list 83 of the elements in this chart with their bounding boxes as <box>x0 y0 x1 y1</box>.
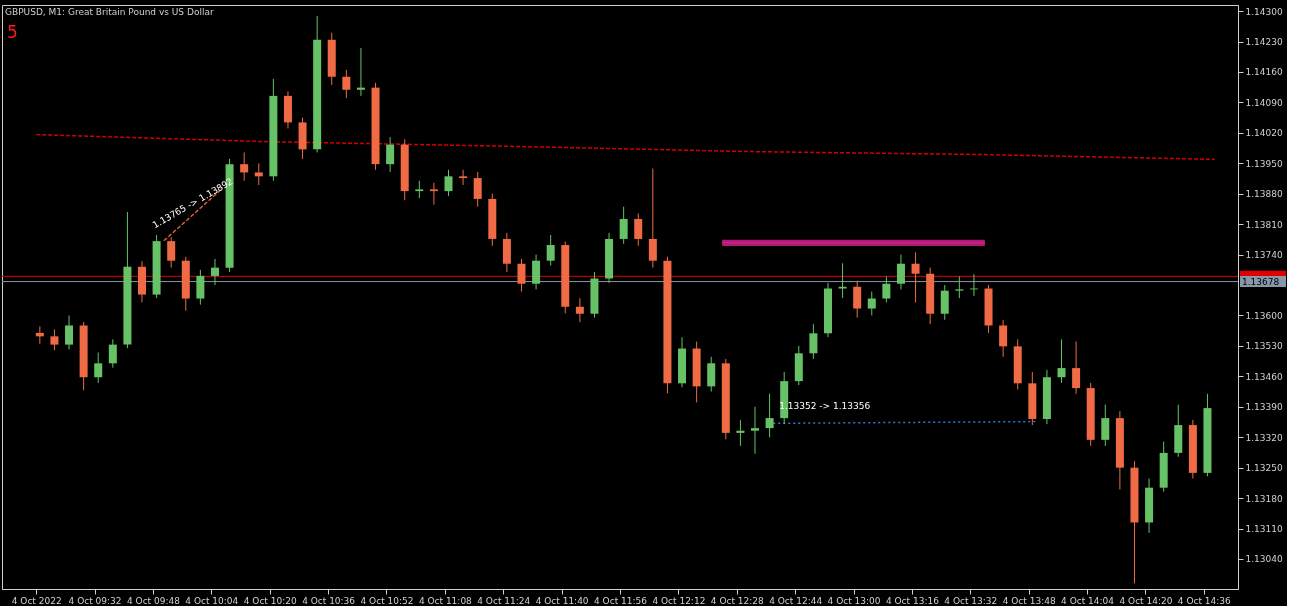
x-tick-label: 4 Oct 10:36 <box>302 595 356 606</box>
candlestick <box>50 328 59 351</box>
candlestick <box>108 338 117 369</box>
x-tick-label: 4 Oct 13:00 <box>827 595 881 606</box>
candlestick <box>999 319 1008 358</box>
candlestick <box>459 169 468 186</box>
candlestick <box>765 393 774 438</box>
x-tick-label: 4 Oct 12:12 <box>652 595 706 606</box>
x-tick-label: 4 Oct 09:32 <box>68 595 122 606</box>
candlestick <box>619 206 628 245</box>
candlestick <box>210 258 219 286</box>
y-tick-label: 1.14300 <box>1245 6 1283 17</box>
line-series <box>35 133 1216 161</box>
y-tick-label: 1.13880 <box>1245 189 1283 200</box>
candlestick <box>896 254 905 290</box>
y-tick-label: 1.13180 <box>1245 493 1283 504</box>
candlestick <box>911 251 920 303</box>
candlestick <box>1101 404 1110 447</box>
candlestick <box>342 69 351 99</box>
x-tick-label: 4 Oct 10:52 <box>360 595 414 606</box>
candlestick <box>707 356 716 393</box>
y-tick-label: 1.13530 <box>1245 341 1283 352</box>
candlestick <box>444 169 453 197</box>
ref-line-label: 1.13678 <box>1242 276 1280 287</box>
x-tick-label: 4 Oct 09:48 <box>126 595 181 606</box>
x-tick-label: 4 Oct 11:56 <box>594 595 648 606</box>
candlestick <box>532 254 541 290</box>
y-tick-label: 1.13740 <box>1245 250 1283 261</box>
x-tick-label: 4 Oct 13:48 <box>1002 595 1056 606</box>
candlestick <box>853 280 862 319</box>
x-tick-label: 4 Oct 13:16 <box>885 595 940 606</box>
candlestick <box>429 182 438 206</box>
y-tick-label: 1.14090 <box>1245 97 1283 108</box>
candlestick <box>940 284 949 321</box>
y-tick-label: 1.13110 <box>1245 524 1283 535</box>
x-tick-label: 4 Oct 11:40 <box>535 595 589 606</box>
candlestick <box>1072 341 1081 395</box>
y-tick-label: 1.13460 <box>1245 371 1283 382</box>
candlestick <box>751 406 760 455</box>
y-tick-label: 1.13600 <box>1245 310 1283 321</box>
annotation: 5 <box>7 22 18 42</box>
y-tick-label: 1.14160 <box>1245 67 1283 78</box>
y-tick-label: 1.13950 <box>1245 158 1283 169</box>
y-tick-label: 1.13250 <box>1245 463 1283 474</box>
candlestick <box>356 47 365 97</box>
candlestick <box>517 258 526 293</box>
y-tick-label: 1.14230 <box>1245 37 1283 48</box>
x-tick-label: 4 Oct 10:20 <box>243 595 297 606</box>
x-tick-label: 4 Oct 14:20 <box>1119 595 1173 606</box>
y-tick-label: 1.13810 <box>1245 219 1283 230</box>
candlestick <box>809 323 818 360</box>
x-tick-label: 4 Oct 14:36 <box>1177 595 1232 606</box>
x-tick-label: 4 Oct 14:04 <box>1061 595 1115 606</box>
x-tick-label: 4 Oct 13:32 <box>944 595 998 606</box>
x-tick-label: 4 Oct 12:28 <box>710 595 764 606</box>
chart-title: GBPUSD, M1: Great Britain Pound vs US Dollar <box>5 7 214 17</box>
candlestick <box>867 291 876 316</box>
candlestick <box>473 171 482 208</box>
candlestick <box>838 262 847 299</box>
y-tick-label: 1.14020 <box>1245 128 1283 139</box>
candlestick <box>65 314 74 350</box>
candlestick <box>882 275 891 303</box>
candlestick <box>546 234 555 266</box>
candlestick <box>634 212 643 247</box>
y-tick-label: 1.13390 <box>1245 402 1283 413</box>
candlestick <box>736 419 745 447</box>
x-tick-label: 4 Oct 11:08 <box>418 595 473 606</box>
candlestick <box>94 351 103 384</box>
y-tick-label: 1.13320 <box>1245 432 1283 443</box>
candlestick <box>648 168 657 269</box>
candlestick <box>254 162 263 186</box>
candlestick <box>955 275 964 299</box>
x-tick-label: 4 Oct 12:44 <box>769 595 823 606</box>
candlestick <box>240 151 249 182</box>
candlestick <box>1057 338 1066 384</box>
x-tick-label: 4 Oct 10:04 <box>185 595 239 606</box>
candlestick <box>575 297 584 323</box>
y-tick-label: 1.13040 <box>1245 554 1283 565</box>
x-tick-label: 4 Oct 2022 <box>11 595 62 606</box>
candlestick <box>386 136 395 173</box>
x-tick-label: 4 Oct 11:24 <box>477 595 531 606</box>
candlestick <box>196 269 205 306</box>
candlestick <box>167 236 176 269</box>
